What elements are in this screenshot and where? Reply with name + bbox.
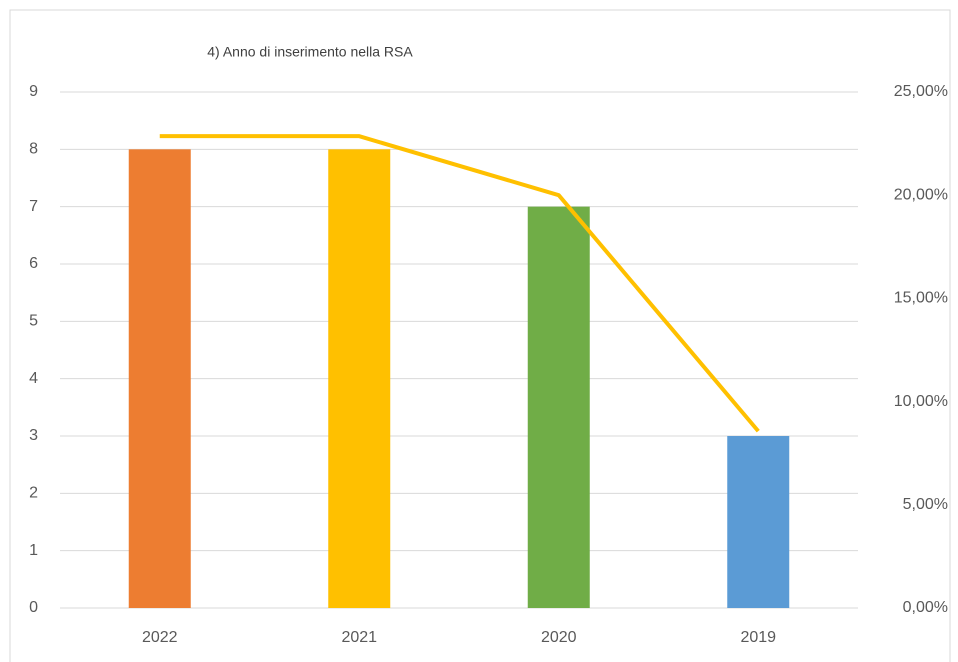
bar — [727, 436, 790, 608]
y-tick-label: 6 — [29, 255, 38, 272]
y-tick-label: 7 — [29, 198, 38, 215]
y-tick-label: 2 — [29, 485, 38, 502]
line — [159, 134, 760, 433]
y-tick-label: 3 — [29, 427, 38, 444]
y2-tick-label: 10,00% — [894, 393, 948, 410]
y-tick-label: 5 — [29, 313, 38, 330]
bar — [328, 149, 391, 609]
y-tick-label: 1 — [29, 542, 38, 559]
y2-tick-label: 15,00% — [894, 290, 948, 307]
x-tick-label: 2019 — [740, 629, 776, 646]
y2-tick-label: 0,00% — [903, 599, 948, 616]
bar — [128, 149, 191, 609]
y-tick-label: 4 — [29, 370, 38, 387]
y-tick-label: 0 — [29, 599, 38, 616]
y-tick-label: 8 — [29, 141, 38, 158]
chart-title: 4) Anno di inserimento nella RSA — [207, 44, 413, 60]
x-tick-label: 2021 — [341, 629, 377, 646]
y2-tick-label: 25,00% — [894, 83, 948, 100]
x-tick-label: 2022 — [142, 629, 178, 646]
y-tick-label: 9 — [29, 83, 38, 100]
y2-tick-label: 5,00% — [903, 496, 948, 513]
x-tick-label: 2020 — [541, 629, 577, 646]
bar — [527, 206, 590, 608]
y2-tick-label: 20,00% — [894, 186, 948, 203]
